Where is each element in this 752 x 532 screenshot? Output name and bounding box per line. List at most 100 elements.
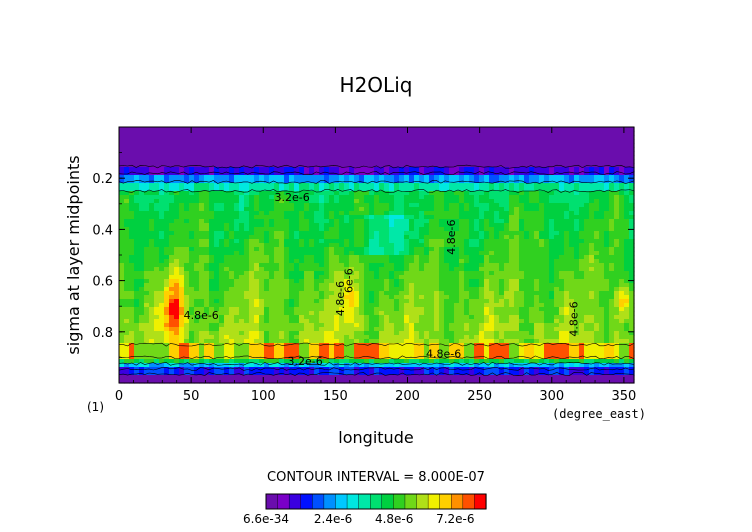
heatmap-cell [219,147,225,152]
heatmap-cell [279,359,285,364]
heatmap-cell [444,167,450,172]
heatmap-cell [229,223,235,228]
heatmap-cell [234,187,240,192]
heatmap-cell [144,371,150,376]
heatmap-cell [139,167,145,172]
heatmap-cell [249,299,255,304]
heatmap-cell [219,319,225,324]
heatmap-cell [459,359,465,364]
heatmap-cell [339,259,345,264]
heatmap-cell [499,223,505,228]
heatmap-cell [389,191,395,196]
heatmap-cell [279,315,285,320]
heatmap-cell [359,271,365,276]
heatmap-cell [349,379,355,384]
heatmap-cell [179,163,185,168]
heatmap-cell [424,351,430,356]
heatmap-cell [464,295,470,300]
heatmap-cell [184,127,190,132]
heatmap-cell [164,335,170,340]
heatmap-cell [229,271,235,276]
heatmap-cell [119,263,125,268]
heatmap-cell [269,179,275,184]
heatmap-cell [494,339,500,344]
heatmap-cell [474,379,480,384]
heatmap-cell [454,371,460,376]
heatmap-cell [409,375,415,380]
heatmap-cell [239,343,245,348]
heatmap-cell [454,291,460,296]
heatmap-cell [169,207,175,212]
heatmap-cell [434,199,440,204]
heatmap-cell [289,331,295,336]
heatmap-cell [144,251,150,256]
heatmap-cell [499,139,505,144]
heatmap-cell [179,247,185,252]
heatmap-cell [439,239,445,244]
heatmap-cell [384,279,390,284]
heatmap-cell [504,243,510,248]
heatmap-cell [279,267,285,272]
heatmap-cell [189,367,195,372]
heatmap-cell [314,279,320,284]
heatmap-cell [434,283,440,288]
heatmap-cell [264,363,270,368]
heatmap-cell [264,243,270,248]
heatmap-cell [394,331,400,336]
heatmap-cell [454,219,460,224]
heatmap-cell [389,347,395,352]
heatmap-cell [314,351,320,356]
heatmap-cell [219,175,225,180]
heatmap-cell [374,295,380,300]
heatmap-cell [399,231,405,236]
heatmap-cell [359,191,365,196]
heatmap-cell [479,303,485,308]
heatmap-cell [484,163,490,168]
heatmap-cell [134,339,140,344]
heatmap-cell [169,283,175,288]
heatmap-cell [294,135,300,140]
heatmap-cell [144,307,150,312]
heatmap-cell [469,259,475,264]
heatmap-cell [389,375,395,380]
heatmap-cell [249,315,255,320]
heatmap-cell [244,147,250,152]
heatmap-cell [344,187,350,192]
heatmap-cell [234,167,240,172]
heatmap-cell [254,143,260,148]
heatmap-cell [324,287,330,292]
heatmap-cell [204,203,210,208]
heatmap-cell [154,183,160,188]
heatmap-cell [274,243,280,248]
heatmap-cell [329,219,335,224]
heatmap-cell [419,231,425,236]
heatmap-cell [259,283,265,288]
heatmap-cell [374,255,380,260]
heatmap-cell [414,211,420,216]
heatmap-cell [484,339,490,344]
heatmap-cell [194,199,200,204]
heatmap-cell [204,375,210,380]
heatmap-cell [429,375,435,380]
heatmap-cell [319,143,325,148]
heatmap-cell [399,191,405,196]
heatmap-cell [494,283,500,288]
heatmap-cell [289,279,295,284]
heatmap-cell [489,139,495,144]
heatmap-cell [349,279,355,284]
heatmap-cell [139,355,145,360]
heatmap-cell [274,223,280,228]
heatmap-cell [254,247,260,252]
heatmap-cell [244,291,250,296]
heatmap-cell [269,239,275,244]
heatmap-cell [324,315,330,320]
heatmap-cell [164,147,170,152]
heatmap-cell [434,171,440,176]
heatmap-cell [229,203,235,208]
heatmap-cell [224,315,230,320]
heatmap-cell [389,179,395,184]
heatmap-cell [484,171,490,176]
heatmap-cell [249,147,255,152]
heatmap-cell [394,255,400,260]
heatmap-cell [384,239,390,244]
